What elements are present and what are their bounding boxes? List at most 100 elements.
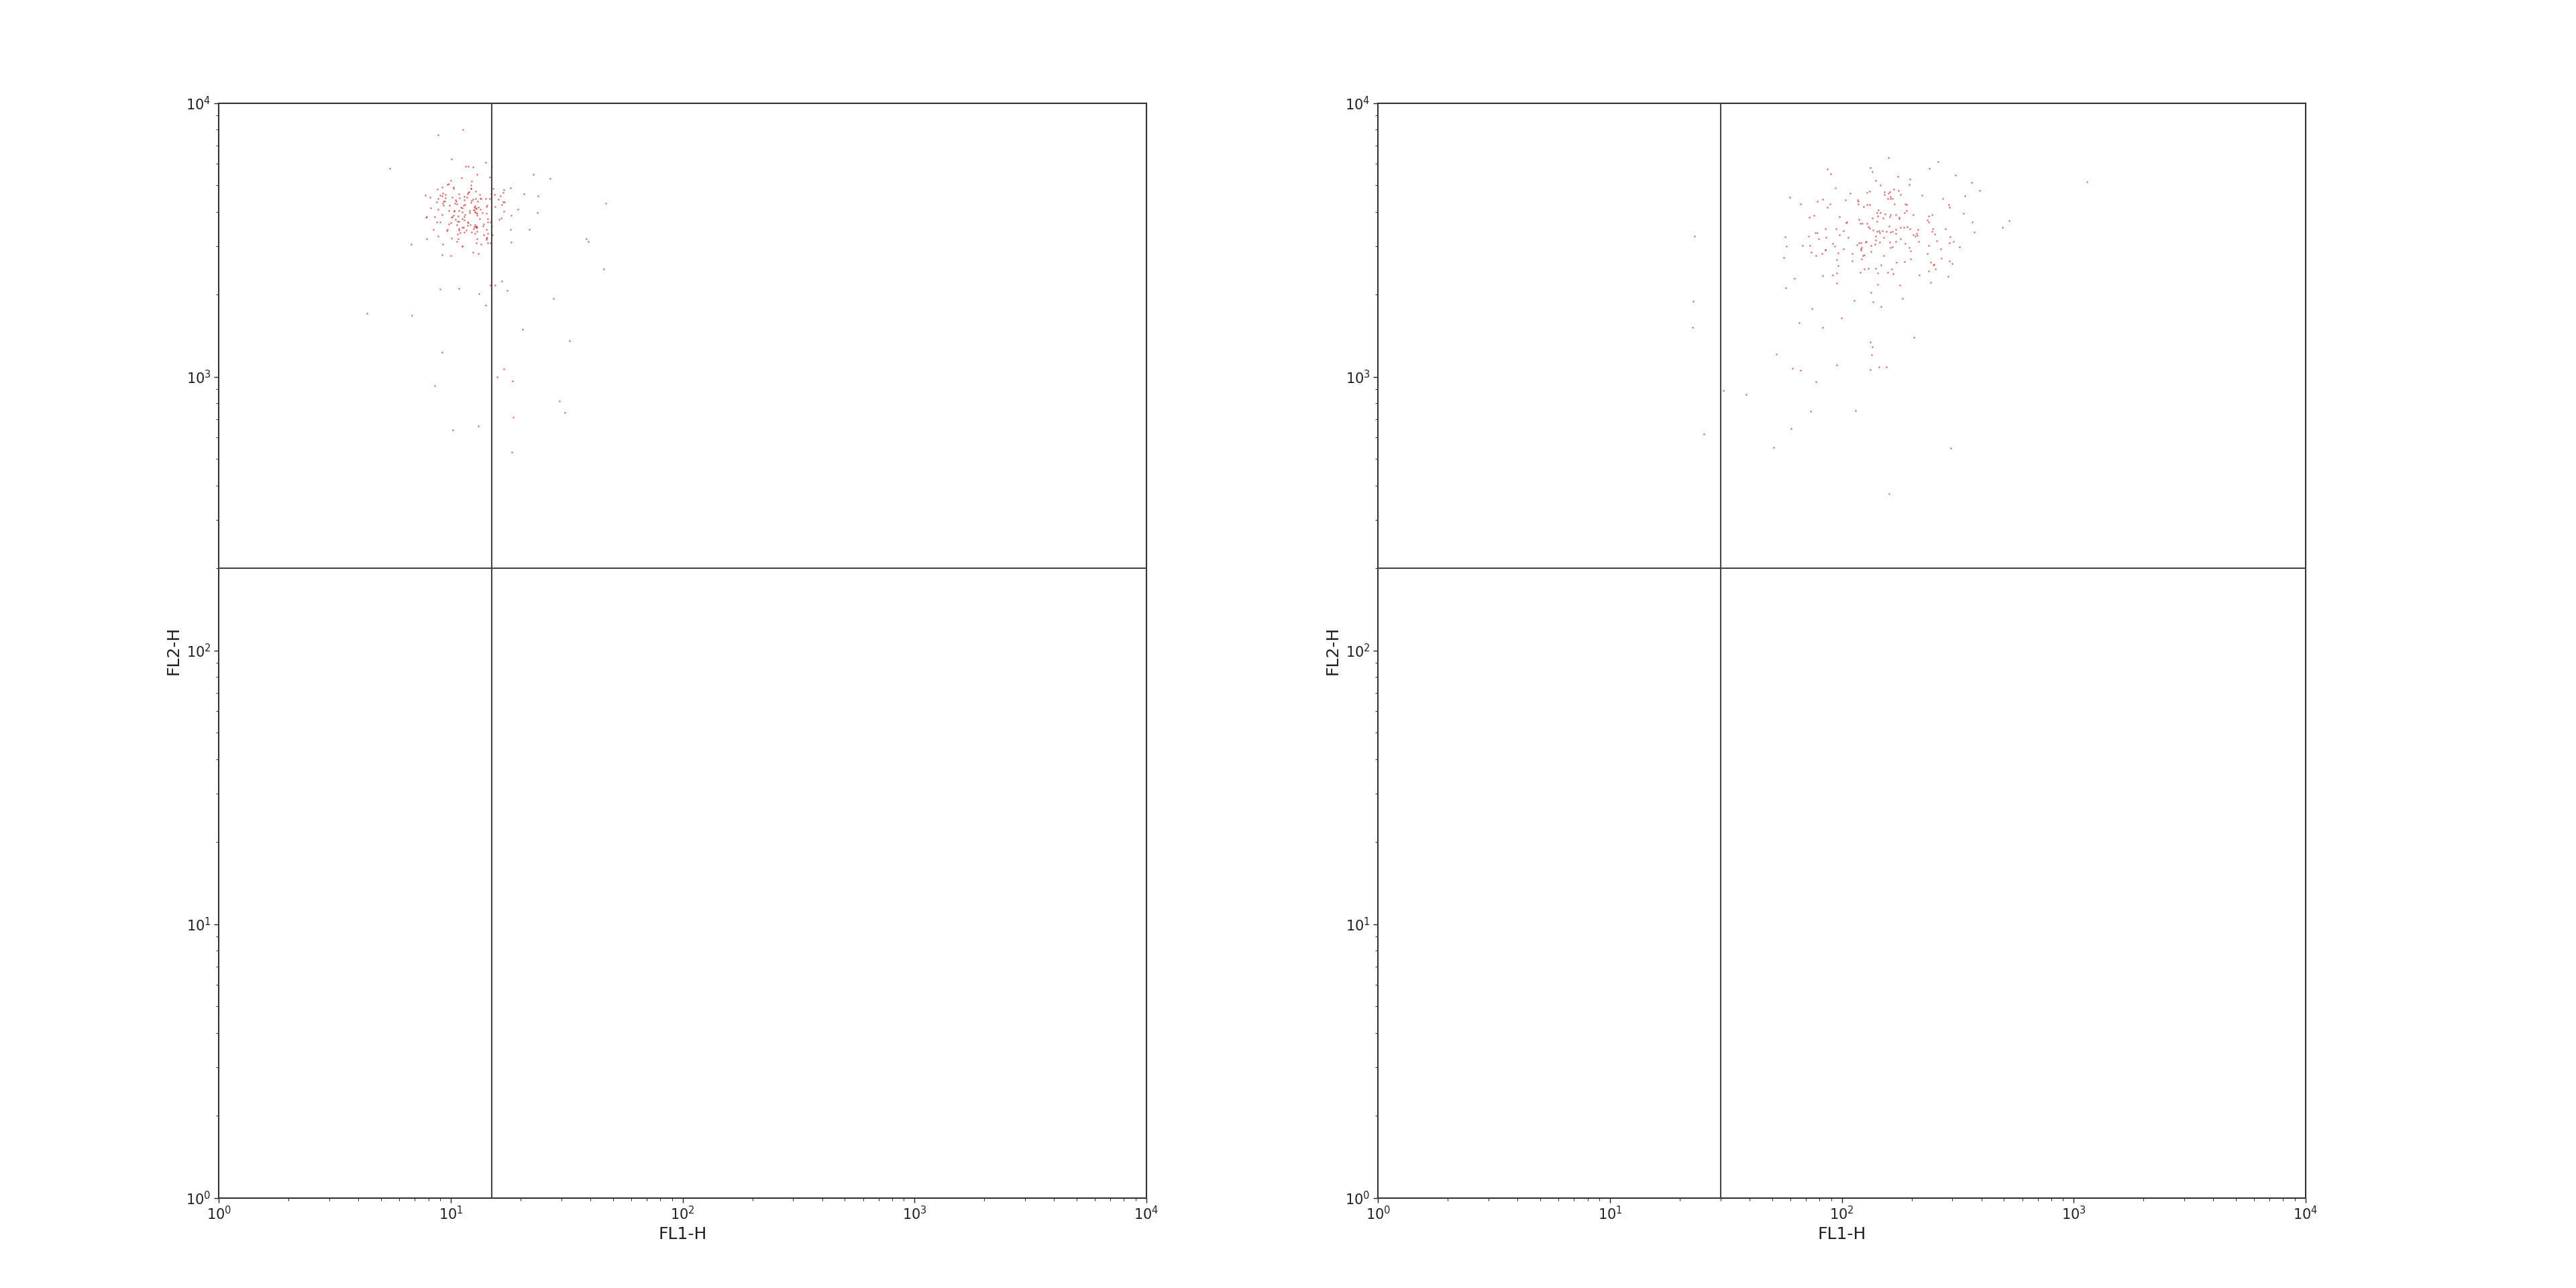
- Point: [420, 176, 461, 197]
- Point: [422, 183, 464, 204]
- Point: [430, 170, 471, 191]
- Point: [1703, 380, 1744, 401]
- Point: [1811, 164, 1852, 184]
- Point: [451, 179, 492, 200]
- Point: [451, 222, 492, 242]
- Point: [1880, 229, 1922, 250]
- Point: [1880, 276, 1922, 296]
- Point: [474, 196, 515, 216]
- Point: [435, 231, 477, 251]
- Point: [410, 198, 451, 219]
- Point: [456, 216, 497, 237]
- Point: [1852, 207, 1893, 228]
- Point: [466, 194, 507, 215]
- Point: [1795, 223, 1837, 243]
- Point: [1821, 308, 1862, 328]
- Point: [422, 234, 464, 255]
- Point: [1857, 220, 1899, 241]
- Point: [453, 223, 495, 243]
- Point: [422, 191, 464, 211]
- Point: [1873, 179, 1914, 200]
- Point: [1860, 202, 1901, 223]
- Point: [417, 188, 459, 209]
- Point: [1896, 225, 1937, 246]
- Point: [1870, 206, 1911, 227]
- Point: [1839, 238, 1880, 259]
- Point: [1909, 236, 1950, 256]
- Point: [538, 390, 580, 411]
- Point: [448, 202, 489, 223]
- Point: [1801, 317, 1842, 337]
- Point: [1847, 214, 1888, 234]
- Point: [417, 125, 459, 146]
- Point: [1883, 289, 1924, 309]
- Point: [407, 206, 448, 227]
- Point: [1790, 401, 1832, 421]
- Point: [461, 202, 502, 223]
- Point: [531, 167, 572, 188]
- Point: [1837, 191, 1878, 211]
- Point: [1899, 219, 1940, 240]
- Point: [487, 281, 528, 301]
- Point: [1860, 223, 1901, 243]
- Point: [456, 205, 497, 225]
- Point: [1909, 272, 1950, 292]
- Point: [1883, 202, 1924, 223]
- Point: [1816, 263, 1857, 283]
- Point: [440, 167, 482, 188]
- Point: [1857, 211, 1899, 232]
- Point: [471, 156, 513, 176]
- Point: [1816, 354, 1857, 375]
- Point: [1839, 209, 1880, 229]
- Point: [443, 189, 484, 210]
- Point: [459, 188, 500, 209]
- Point: [461, 198, 502, 219]
- Point: [1878, 166, 1919, 187]
- Point: [1857, 206, 1899, 227]
- Point: [438, 219, 479, 240]
- Point: [1795, 191, 1837, 211]
- Point: [469, 188, 510, 209]
- Point: [446, 183, 487, 204]
- Point: [469, 232, 510, 252]
- Point: [1850, 282, 1891, 303]
- Point: [417, 200, 459, 220]
- Point: [420, 278, 461, 299]
- Point: [1814, 236, 1855, 256]
- Point: [453, 157, 495, 178]
- Point: [1911, 255, 1953, 276]
- Point: [489, 219, 531, 240]
- Point: [474, 276, 515, 296]
- Point: [456, 164, 497, 184]
- Point: [1826, 189, 1868, 210]
- Point: [1816, 242, 1857, 263]
- Point: [422, 193, 464, 214]
- Point: [1896, 225, 1937, 246]
- Point: [492, 442, 533, 462]
- Point: [1824, 220, 1865, 241]
- Point: [438, 206, 479, 227]
- Point: [1940, 237, 1981, 258]
- Point: [1777, 313, 1819, 334]
- Point: [492, 407, 533, 428]
- Point: [443, 120, 484, 140]
- Point: [438, 224, 479, 245]
- Point: [417, 227, 459, 247]
- Point: [1862, 220, 1904, 241]
- Point: [1873, 193, 1914, 214]
- Point: [482, 192, 523, 213]
- Point: [422, 205, 464, 225]
- Point: [1855, 234, 1896, 255]
- Point: [482, 358, 523, 379]
- Point: [1847, 194, 1888, 215]
- Point: [497, 200, 538, 220]
- Point: [435, 191, 477, 211]
- Point: [438, 220, 479, 241]
- Point: [1875, 205, 1917, 225]
- Point: [412, 219, 453, 240]
- Point: [440, 201, 482, 222]
- Point: [1875, 231, 1917, 251]
- Point: [435, 193, 477, 214]
- Point: [466, 204, 507, 224]
- Point: [446, 156, 487, 176]
